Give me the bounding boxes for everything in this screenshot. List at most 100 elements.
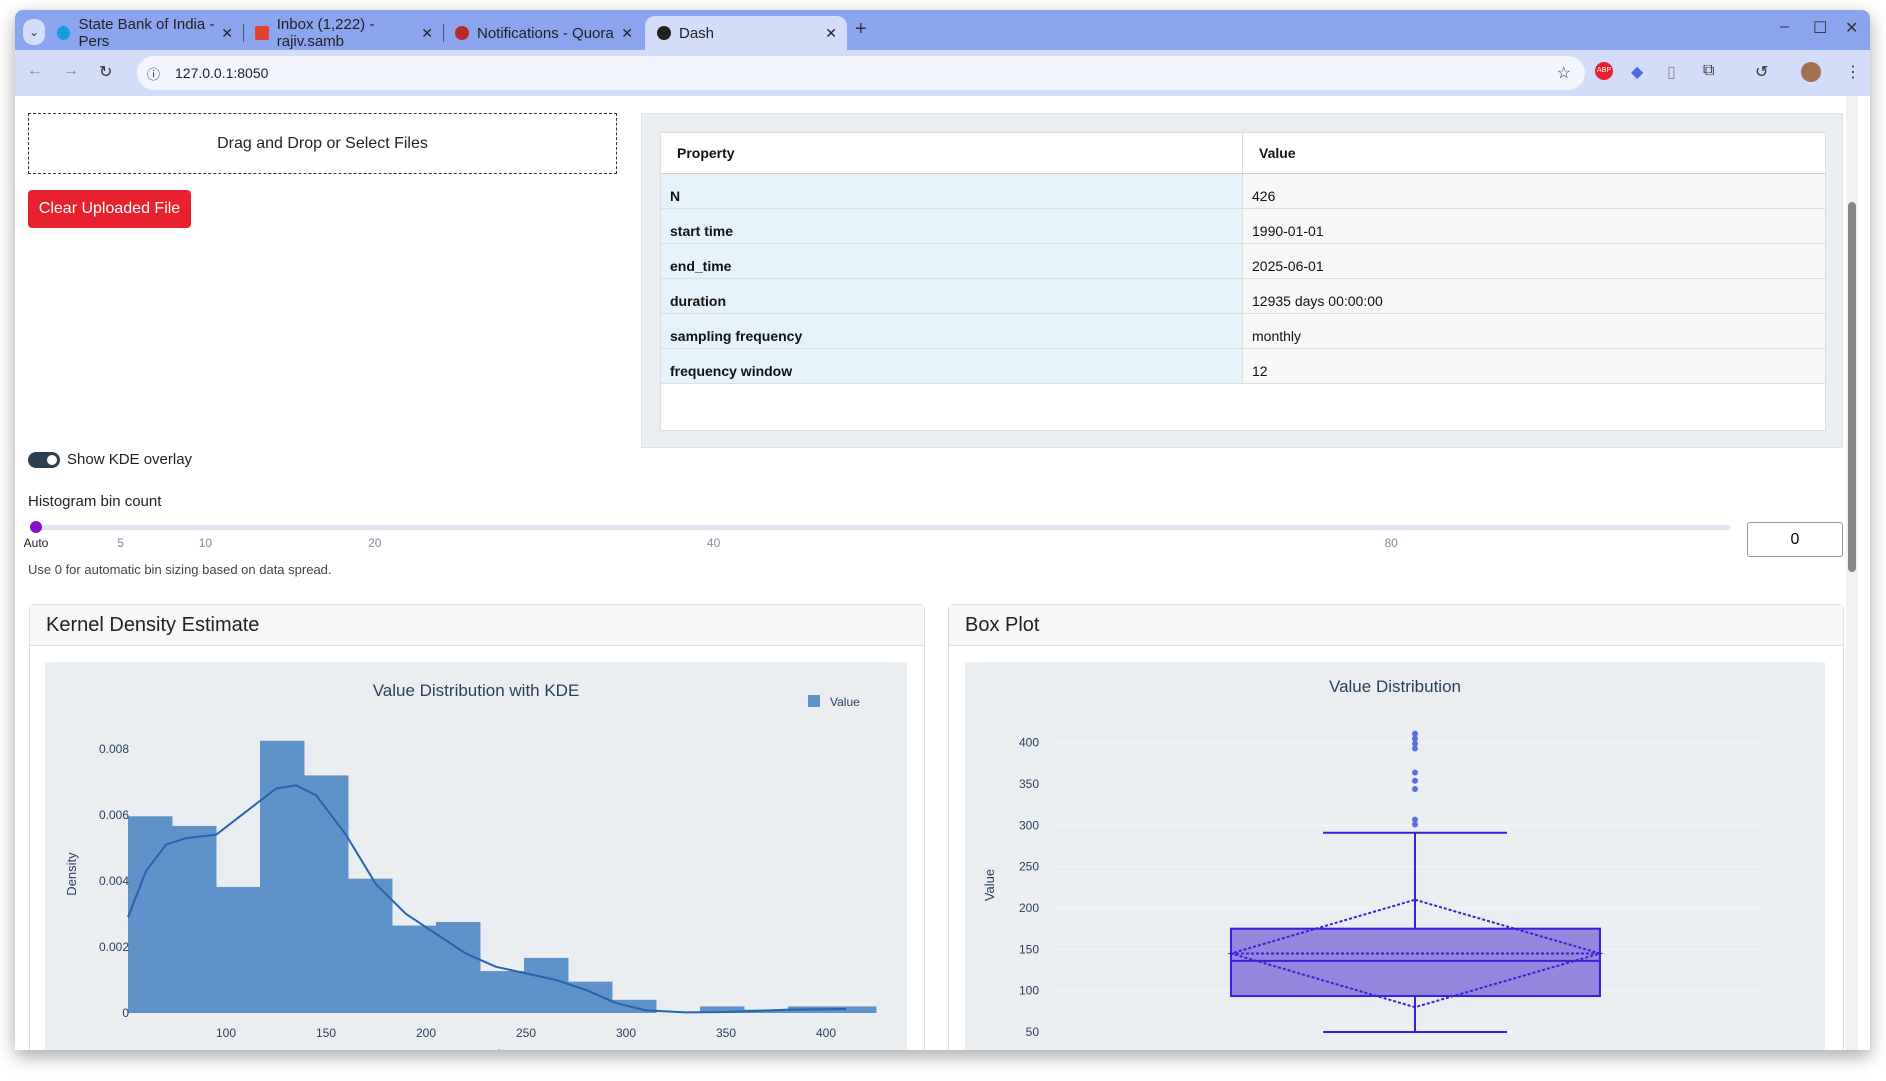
tab-sbi[interactable]: State Bank of India - Pers ✕: [45, 16, 243, 50]
back-icon[interactable]: ←: [27, 62, 43, 79]
url-text: 127.0.0.1:8050: [175, 65, 269, 81]
tab-gmail[interactable]: Inbox (1,222) - rajiv.samb ✕: [243, 16, 443, 50]
extensions-puzzle-icon[interactable]: ⧉: [1703, 62, 1715, 79]
new-tab-icon[interactable]: +: [855, 18, 867, 40]
value-cell[interactable]: 426: [1243, 174, 1825, 208]
tab-divider: [443, 24, 444, 42]
kde-toggle-switch[interactable]: [28, 452, 60, 468]
value-cell[interactable]: 12: [1243, 349, 1825, 383]
profile-avatar[interactable]: [1801, 62, 1821, 82]
close-window-icon[interactable]: ✕: [1845, 20, 1859, 37]
slider-tick-label: 5: [117, 536, 125, 550]
box-chart-svg: Value Distribution 50 100 150 200 250 300 350 40…: [982, 677, 1765, 1039]
browser-window: ⌄ State Bank of India - Pers ✕ Inbox (1,2…: [15, 10, 1870, 1050]
kde-card-title: Kernel Density Estimate: [30, 605, 924, 646]
site-info-icon[interactable]: ⓘ: [147, 67, 161, 82]
property-cell[interactable]: end_time: [661, 244, 1243, 278]
slider-tick-label: 20: [368, 536, 382, 550]
minimize-icon[interactable]: –: [1780, 18, 1789, 35]
outlier-point: [1412, 821, 1418, 828]
property-cell[interactable]: sampling frequency: [661, 314, 1243, 348]
file-upload-dropzone[interactable]: Drag and Drop or Select Files: [28, 113, 617, 174]
forward-icon[interactable]: →: [63, 62, 79, 79]
histogram-bar: [216, 886, 261, 1013]
value-cell[interactable]: 1990-01-01: [1243, 209, 1825, 243]
scrollbar-thumb[interactable]: [1848, 202, 1856, 572]
outlier-point: [1412, 745, 1418, 752]
kde-plot[interactable]: Value Distribution with KDE Value 0 0.002 0.…: [45, 662, 907, 1050]
property-cell[interactable]: N: [661, 174, 1243, 208]
bin-count-slider-track[interactable]: [36, 525, 1730, 530]
close-tab-icon[interactable]: ✕: [421, 24, 433, 41]
x-tick-label: 300: [616, 1026, 636, 1040]
tab-title: Dash: [679, 24, 715, 42]
tab-title: Notifications - Quora: [477, 24, 614, 42]
table-row: frequency window 12: [661, 349, 1825, 384]
slider-tick-label: Auto: [23, 536, 49, 550]
tab-search-icon[interactable]: ⌄: [23, 19, 45, 45]
menu-icon[interactable]: ⋮: [1845, 64, 1861, 81]
x-axis-title: Value: [483, 1047, 515, 1050]
table-row: duration 12935 days 00:00:00: [661, 279, 1825, 314]
page-scrollbar[interactable]: [1846, 96, 1858, 1050]
reader-icon[interactable]: ▯: [1667, 64, 1676, 81]
slider-tick-label: 40: [706, 536, 721, 550]
bookmark-star-icon[interactable]: ☆: [1556, 65, 1571, 82]
clear-uploaded-file-button[interactable]: Clear Uploaded File: [28, 190, 191, 228]
close-tab-icon[interactable]: ✕: [621, 24, 633, 41]
legend-label: Value: [830, 695, 860, 709]
x-tick-label: 250: [516, 1026, 536, 1040]
outlier-point: [1412, 785, 1418, 792]
sd-diamond: [1227, 898, 1604, 1009]
y-tick-label: 100: [1019, 984, 1039, 998]
bin-help-text: Use 0 for automatic bin sizing based on …: [28, 562, 332, 577]
histogram-bar: [304, 775, 349, 1013]
y-tick-label: 0.002: [99, 940, 129, 954]
url-input[interactable]: ⓘ 127.0.0.1:8050 ☆: [137, 56, 1585, 90]
histogram-bar: [436, 921, 481, 1013]
tab-bar: ⌄ State Bank of India - Pers ✕ Inbox (1,2…: [15, 10, 1870, 50]
y-axis-title: Density: [64, 852, 79, 896]
history-icon[interactable]: ↺: [1755, 64, 1769, 81]
x-tick-label: 400: [816, 1026, 836, 1040]
property-cell[interactable]: duration: [661, 279, 1243, 313]
kde-card: Kernel Density Estimate Value Distributi…: [29, 604, 925, 1050]
tab-dash[interactable]: Dash ✕: [645, 16, 847, 50]
property-cell[interactable]: frequency window: [661, 349, 1243, 383]
outlier-point: [1412, 740, 1418, 747]
x-tick-label: 150: [316, 1026, 336, 1040]
tab-title: State Bank of India - Pers: [78, 16, 215, 50]
close-tab-icon[interactable]: ✕: [221, 24, 233, 41]
value-cell[interactable]: monthly: [1243, 314, 1825, 348]
gmail-favicon-icon: [255, 26, 269, 40]
reload-icon[interactable]: ↻: [99, 64, 113, 81]
upload-label: Drag and Drop or Select Files: [217, 134, 428, 152]
histogram-bar: [392, 925, 437, 1013]
header-value[interactable]: Value: [1243, 133, 1825, 173]
dash-page: Drag and Drop or Select Files Clear Uplo…: [15, 96, 1858, 1050]
tab-quora[interactable]: Notifications - Quora ✕: [443, 16, 643, 50]
bin-count-slider-handle[interactable]: [30, 521, 42, 533]
value-cell[interactable]: 2025-06-01: [1243, 244, 1825, 278]
outlier-point: [1412, 730, 1418, 737]
maximize-icon[interactable]: ☐: [1813, 20, 1828, 37]
header-property[interactable]: Property: [661, 133, 1243, 173]
property-cell[interactable]: start time: [661, 209, 1243, 243]
box-plot[interactable]: Value Distribution 50 100 150 200 250 300 350 40…: [965, 662, 1825, 1050]
chart-title: Value Distribution: [1329, 677, 1461, 696]
histogram-bar: [348, 878, 393, 1013]
box-card: Box Plot Value Distribution 50 100 150 200 25…: [948, 604, 1844, 1050]
outlier-point: [1412, 777, 1418, 784]
y-tick-label: 0.004: [99, 874, 129, 888]
bin-count-input[interactable]: 0: [1747, 522, 1843, 557]
close-tab-icon[interactable]: ✕: [825, 24, 837, 41]
tab-divider: [243, 24, 244, 42]
table-header: Property Value: [661, 133, 1825, 174]
histogram-bar: [260, 740, 305, 1013]
tab-title: Inbox (1,222) - rajiv.samb: [276, 16, 375, 50]
value-cell[interactable]: 12935 days 00:00:00: [1243, 279, 1825, 313]
extension-icon[interactable]: ◆: [1631, 64, 1644, 81]
kde-line: [127, 784, 847, 1014]
adblock-icon[interactable]: ABP: [1595, 62, 1613, 80]
outlier-point: [1412, 735, 1418, 742]
